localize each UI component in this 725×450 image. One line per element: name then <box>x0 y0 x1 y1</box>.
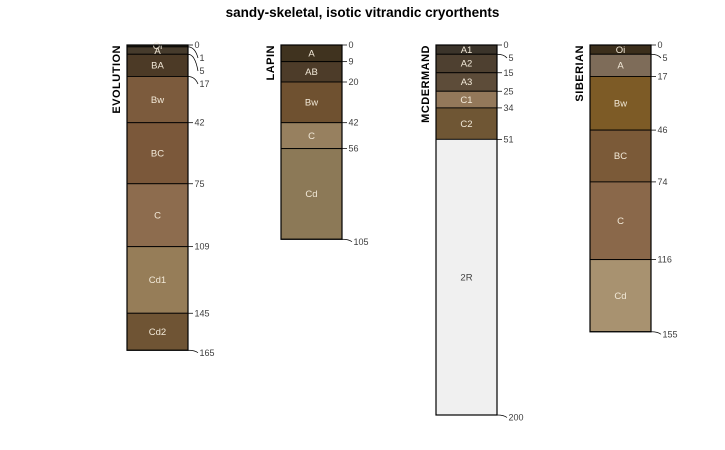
depth-tick-label: 1 <box>200 53 205 63</box>
depth-tick-label: 51 <box>504 134 514 144</box>
profile-lapin: A AB Bw C Cd LAPIN 0 9 20 42 56 105 <box>265 40 369 247</box>
horizon-rect <box>126 122 189 185</box>
depth-tick-label: 0 <box>195 40 200 50</box>
horizon-rect <box>280 122 343 150</box>
horizon-label: Cd <box>305 189 317 200</box>
horizon-label: A1 <box>461 45 473 56</box>
depth-leader-line <box>496 53 508 59</box>
depth-leader-line <box>187 76 199 85</box>
depth-tick-label: 165 <box>200 348 215 358</box>
depth-leader-line <box>650 331 662 335</box>
horizon-label: BC <box>151 148 164 159</box>
horizon-label: Oi <box>616 45 626 56</box>
horizon-rect <box>589 75 652 131</box>
depth-tick-label: 42 <box>349 118 359 128</box>
profile-outline <box>435 44 498 416</box>
depth-tick-label: 200 <box>509 413 524 423</box>
horizon-label: A2 <box>461 59 473 70</box>
profile-mcdermand: A1 A2 A3 C1 C2 2R MCDERMAND 05 15 25 34 51 200 <box>420 40 524 423</box>
depth-leader-line <box>496 414 508 418</box>
depth-leader-line <box>187 46 199 59</box>
profile-name-label: SIBERIAN <box>574 45 586 102</box>
depth-tick-label: 145 <box>195 308 210 318</box>
depth-tick-label: 34 <box>504 103 514 113</box>
horizon-label: Bw <box>305 98 318 109</box>
profile-name-label: MCDERMAND <box>420 45 432 123</box>
horizon-label: BA <box>151 61 164 72</box>
depth-leader-line <box>341 238 353 243</box>
horizon-label: C1 <box>460 95 472 106</box>
profile-evolution: OiA BA Bw BC C Cd1 Cd2 EVOLUTION 01 5 17 42 75 109 145… <box>111 40 215 358</box>
horizon-label: Oi <box>153 41 163 52</box>
depth-tick-label: 0 <box>349 40 354 50</box>
depth-tick-label: 15 <box>504 68 514 78</box>
depth-tick-label: 116 <box>658 255 672 265</box>
horizon-rect <box>589 181 652 261</box>
horizon-rect <box>280 148 343 240</box>
depth-tick-label: 56 <box>349 144 359 154</box>
depth-tick-label: 25 <box>504 86 514 96</box>
profile-outline <box>589 44 652 333</box>
horizon-label: Cd2 <box>149 327 166 338</box>
horizon-label: A <box>308 49 315 60</box>
profile-outline <box>280 44 343 240</box>
depth-leader-line <box>187 349 199 354</box>
horizon-label: C2 <box>460 119 472 130</box>
horizon-label: Cd1 <box>149 275 166 286</box>
depth-tick-label: 17 <box>658 71 668 81</box>
depth-tick-label: 0 <box>504 40 509 50</box>
horizon-label: A <box>617 61 624 72</box>
depth-tick-label: 5 <box>663 53 668 63</box>
horizon-label: C <box>308 131 315 142</box>
horizon-rect <box>435 138 498 416</box>
depth-tick-label: 9 <box>349 57 354 67</box>
depth-tick-label: 46 <box>658 125 668 135</box>
depth-tick-label: 105 <box>354 237 369 247</box>
depth-tick-label: 42 <box>195 118 205 128</box>
depth-leader-line <box>187 53 199 72</box>
depth-tick-label: 0 <box>658 40 663 50</box>
profile-name-label: LAPIN <box>265 45 277 81</box>
depth-tick-label: 75 <box>195 179 205 189</box>
depth-tick-label: 155 <box>663 329 678 339</box>
depth-tick-label: 109 <box>195 242 210 252</box>
depth-tick-label: 5 <box>200 66 205 76</box>
horizon-label: Bw <box>151 95 164 106</box>
horizon-label: 2R <box>460 272 472 283</box>
horizon-label: C <box>617 216 624 227</box>
depth-tick-label: 17 <box>200 79 210 89</box>
profile-outline <box>126 44 189 351</box>
horizon-label: A3 <box>461 77 473 88</box>
profile-name-label: EVOLUTION <box>111 45 123 114</box>
horizon-label: Bw <box>614 98 627 109</box>
horizon-label: Cd <box>614 291 626 302</box>
horizon-label: AB <box>305 67 318 78</box>
depth-tick-label: 5 <box>509 53 514 63</box>
horizon-label: A <box>154 46 161 57</box>
depth-tick-label: 74 <box>658 177 668 187</box>
depth-tick-label: 20 <box>349 77 359 87</box>
horizon-label: C <box>154 210 161 221</box>
figure-title: sandy-skeletal, isotic vitrandic cryorth… <box>225 5 500 20</box>
depth-leader-line <box>650 53 662 59</box>
horizon-label: BC <box>614 151 627 162</box>
profile-siberian: Oi A Bw BC C Cd SIBERIAN 05 17 46 74 116 155 <box>574 40 678 339</box>
